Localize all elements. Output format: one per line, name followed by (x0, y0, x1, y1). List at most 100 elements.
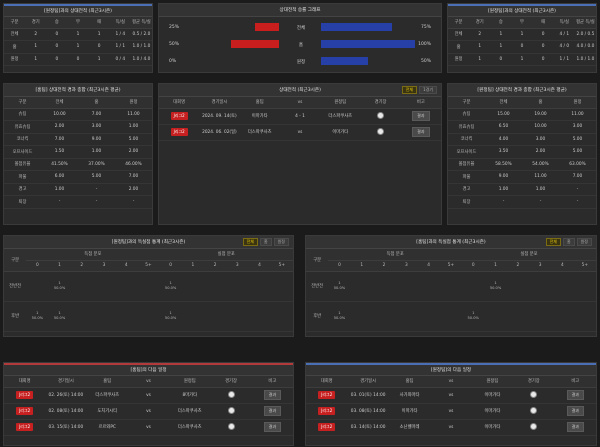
table-cell: 1 / 4 (109, 28, 131, 41)
result-button[interactable]: 결과 (263, 406, 282, 416)
dist-count: 1 (472, 311, 475, 315)
dist-count: 1 (36, 311, 39, 315)
home-team[interactable]: 사가와마타 (388, 387, 431, 404)
column-header: 득/실 (109, 17, 131, 29)
dist-number-row: 0 1 2 3 4 5+ 0 1 2 3 4 5+ (306, 260, 596, 272)
league-badge[interactable]: J리그2 (16, 423, 34, 431)
tab-one-match[interactable]: 1경기 (419, 86, 437, 94)
ball-icon[interactable] (227, 390, 235, 398)
ball-icon[interactable] (227, 406, 235, 414)
goal-count-header: 3 (92, 260, 116, 272)
dist-cell (248, 271, 271, 302)
table-cell: 2.00 (115, 183, 152, 196)
away-team[interactable]: 이마가타 (320, 124, 361, 141)
table-row: 유효슈팅 6.50 10.00 3.00 (448, 120, 596, 134)
ball-icon[interactable] (377, 111, 385, 119)
result-button[interactable]: 결과 (412, 127, 430, 137)
tab-away[interactable]: 원정 (273, 238, 289, 246)
table-cell: - (522, 195, 559, 209)
column-header: 구분 (4, 249, 27, 272)
dist-count: 1 (58, 311, 61, 315)
league-badge[interactable]: J리그2 (170, 112, 188, 120)
league-badge[interactable]: J리그2 (16, 391, 34, 399)
tab-away[interactable]: 원정 (576, 238, 592, 246)
result-button[interactable]: 결과 (263, 422, 282, 432)
dist-cell (506, 301, 529, 332)
dist-count: 1 (58, 281, 61, 285)
league-badge[interactable]: J리그2 (318, 423, 336, 431)
home-team[interactable]: 더스파쿠사츠 (86, 387, 128, 404)
ball-icon[interactable] (530, 390, 538, 398)
table-cell: 10.00 (522, 120, 559, 134)
tab-home[interactable]: 홈 (259, 238, 272, 246)
column-header: 승 (46, 17, 68, 29)
home-team[interactable]: 르르와PC (86, 419, 128, 436)
goal-count-header: 4 (248, 260, 271, 272)
dist-home-panel: [원정팀]과의 득실점 통계 (최근3시즌) 전체 홈 원정 구분 득점 분포 실점… (3, 235, 294, 337)
next-away-panel: [원정팀]의 다음 일정 대회명 경기일시 홈팀 vs 원정팀 경기장 비고 J리그2 03. … (305, 362, 597, 446)
tab-all[interactable]: 전체 (545, 238, 561, 246)
home-team[interactable]: 도치기시티 (86, 403, 128, 420)
table-cell: 유효슈팅 (448, 120, 485, 134)
league-badge[interactable]: J리그2 (16, 407, 34, 415)
half-label: 전반전 (4, 271, 27, 302)
ball-icon[interactable] (530, 422, 538, 430)
table-cell: 1.0 / 1.0 (130, 40, 152, 54)
away-team[interactable]: 이마가타 (471, 387, 514, 404)
result-button[interactable]: 결과 (263, 390, 282, 400)
away-team[interactable]: 8마가타 (169, 387, 211, 404)
ball-icon[interactable] (227, 422, 235, 430)
table-cell: 5.00 (559, 145, 596, 159)
group-header: 득점 분포 (26, 249, 160, 261)
table-row: 슈팅 10.00 7.00 11.00 (4, 108, 152, 121)
away-team[interactable]: 이마가타 (471, 403, 514, 420)
table-header-row: 대회명 경기일시 홈팀 vs 원정팀 경기장 비고 (4, 376, 293, 388)
away-win-bar (321, 57, 368, 65)
league-badge[interactable]: J리그2 (170, 128, 188, 136)
table-cell: 1.00 (522, 183, 559, 196)
left-percent: 0% (169, 59, 177, 64)
result-button[interactable]: 결과 (566, 406, 584, 416)
ball-icon[interactable] (377, 127, 385, 135)
column-header: 평균 득/실 (130, 17, 152, 29)
league-badge[interactable]: J리그2 (318, 391, 336, 399)
stadium-cell (513, 403, 555, 420)
away-team[interactable]: 더스파쿠사츠 (320, 108, 361, 125)
table-row: 볼점유율 58.50% 54.00% 63.00% (448, 158, 596, 171)
goal-count-header: 1 (181, 260, 204, 272)
dist-percent: 50.0% (31, 316, 44, 320)
home-team[interactable]: 더스파쿠사츠 (239, 124, 280, 141)
dist-cell (203, 271, 227, 302)
goal-count-header: 3 (226, 260, 249, 272)
dist-cell (395, 271, 418, 302)
away-team[interactable]: 이마가타 (471, 419, 514, 436)
dist-home-table: 구분 득점 분포 실점 분포 0 1 2 3 4 5+ 0 1 2 3 4 5+ 전반전 1 50.0% 1 50.0… (4, 249, 293, 332)
dist-home-tabs: 전체 홈 원정 (242, 238, 289, 246)
home-team[interactable]: 소난벨마레 (388, 419, 431, 436)
result-button[interactable]: 결과 (566, 390, 584, 400)
dist-away-tabs: 전체 홈 원정 (545, 238, 592, 246)
graph-label: 홈 (298, 43, 304, 48)
column-header: 득/실 (553, 17, 575, 29)
half-label: 후반 (306, 301, 329, 332)
away-team[interactable]: 더스파쿠사츠 (169, 419, 211, 436)
result-button[interactable]: 결과 (566, 422, 584, 432)
home-team[interactable]: 이마가타 (388, 403, 431, 420)
ball-icon[interactable] (530, 406, 538, 414)
away-team[interactable]: 더스파쿠사츠 (169, 403, 211, 420)
dist-percent: 50.0% (467, 316, 479, 320)
dist-cell (372, 301, 396, 332)
result-button[interactable]: 결과 (412, 111, 430, 121)
column-header: 대회명 (306, 376, 348, 388)
stadium-cell (360, 108, 401, 125)
table-cell: 0 (88, 40, 110, 54)
league-badge[interactable]: J리그2 (318, 407, 336, 415)
tab-all[interactable]: 전체 (401, 86, 418, 94)
tab-home[interactable]: 홈 (562, 238, 575, 246)
home-team[interactable]: 이마가타 (239, 108, 280, 125)
table-row: 유효슈팅 2.00 3.00 1.00 (4, 120, 152, 134)
win-rate-graph: 25% 전체 75% 50% 홈 100% 0% 원정 50% (159, 17, 441, 73)
tab-all[interactable]: 전체 (242, 238, 258, 246)
table-cell: 1.0 / 1.0 (574, 53, 596, 66)
